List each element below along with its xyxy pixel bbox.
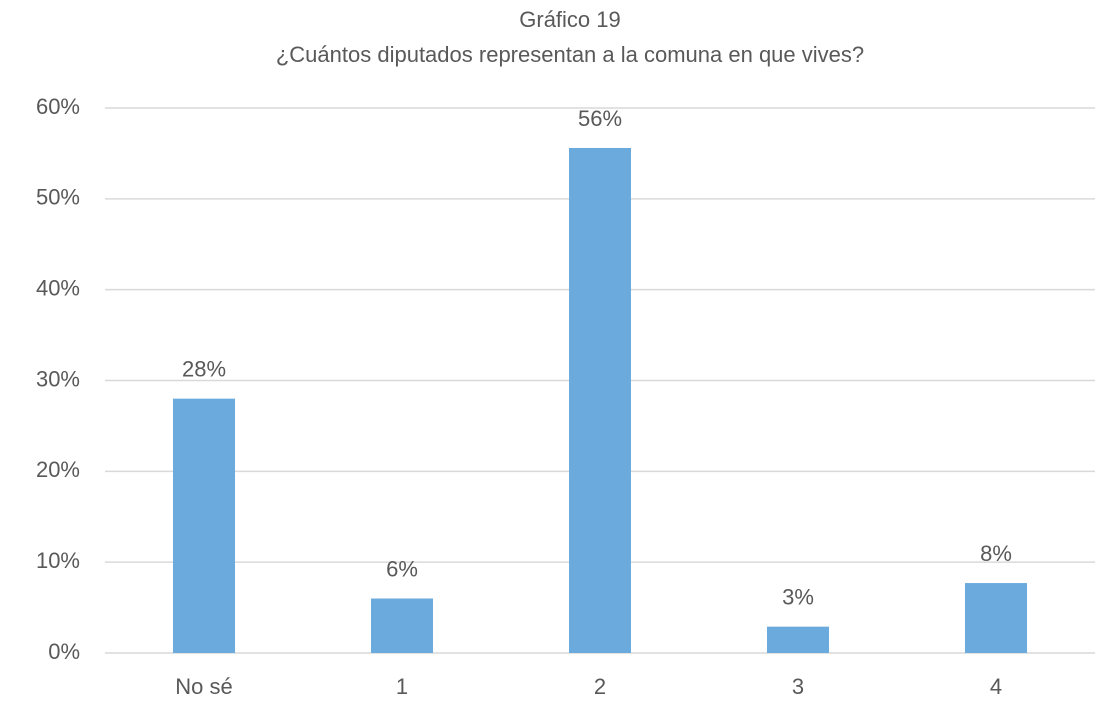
data-label: 28% [182,356,226,381]
y-tick-label: 0% [48,639,80,664]
x-tick-label: 3 [792,674,804,699]
data-label: 56% [578,106,622,131]
y-tick-label: 40% [36,275,80,300]
bar [767,626,829,653]
chart-subtitle: ¿Cuántos diputados representan a la comu… [276,42,864,67]
y-tick-label: 10% [36,548,80,573]
data-label: 3% [782,584,814,609]
y-tick-label: 50% [36,185,80,210]
bar [371,598,433,653]
data-label: 6% [386,556,418,581]
x-tick-label: 4 [990,674,1002,699]
x-tick-label: 1 [396,674,408,699]
y-tick-label: 30% [36,366,80,391]
bar [173,398,235,653]
y-tick-label: 60% [36,94,80,119]
x-tick-label: 2 [594,674,606,699]
bar [569,147,631,653]
y-tick-label: 20% [36,457,80,482]
bar [965,583,1027,653]
chart-title: Gráfico 19 [519,7,621,32]
data-label: 8% [980,541,1012,566]
x-tick-label: No sé [175,674,232,699]
